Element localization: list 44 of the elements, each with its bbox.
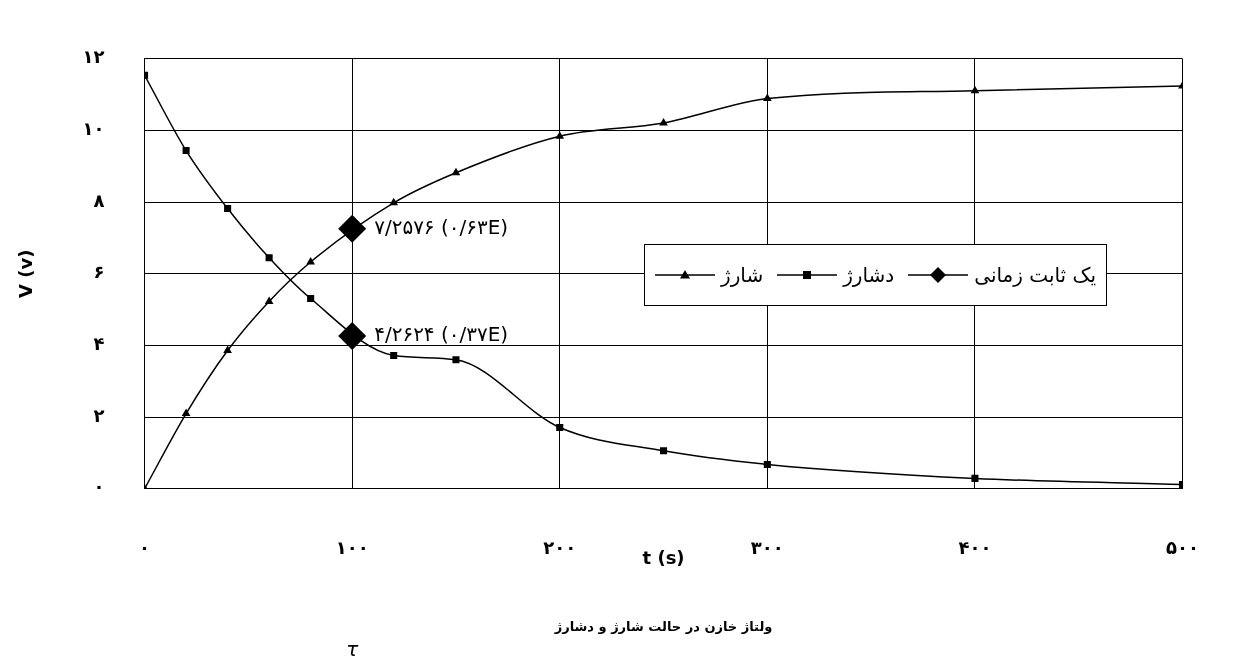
x-tick-label: ۰: [139, 537, 151, 559]
point: [971, 474, 979, 482]
y-tick-label: ۴: [93, 333, 105, 355]
point: [264, 296, 274, 304]
legend-label: یک ثابت زمانی: [974, 263, 1096, 287]
point: [224, 205, 232, 213]
point: [659, 117, 668, 126]
y-tick-label: ۶: [93, 261, 105, 283]
x-tick-label: ۳۰۰: [750, 537, 784, 559]
y-tick-label: ۲: [93, 404, 105, 426]
data-label: ۴/۲۶۲۴ (۰/۳۷E): [374, 322, 509, 347]
text: ولتاژ خازن در حالت شارژ و دشارژ: [553, 619, 773, 635]
point: [556, 423, 564, 432]
data-label: ۷/۲۵۷۶ (۰/۶۳E): [374, 214, 509, 239]
y-axis-title: V (v): [15, 249, 37, 298]
point: [181, 408, 191, 417]
point: [182, 147, 190, 155]
point: [223, 345, 232, 353]
x-tick-label: ۲۰۰: [543, 537, 577, 559]
point: [338, 214, 367, 243]
point: [390, 351, 398, 360]
point: [389, 197, 399, 206]
point: [307, 294, 315, 303]
x-axis-title: t (s): [642, 546, 685, 568]
legend-label: شارژ: [721, 263, 764, 287]
y-tick-label: ۸: [93, 189, 105, 211]
x-tick-label: ۱۰۰: [335, 537, 369, 559]
point: [338, 322, 367, 351]
legend-label: دشارژ: [843, 263, 895, 287]
y-tick-label: ۱۰: [82, 118, 105, 140]
point: [555, 131, 565, 139]
point: [452, 356, 460, 364]
y-tick-label: ۱۲: [82, 46, 105, 68]
point: [451, 167, 461, 176]
x-tick-label: ۴۰۰: [958, 537, 992, 559]
x-tick-label: ۵۰۰: [1166, 537, 1199, 559]
point: [970, 85, 980, 94]
point: [763, 460, 771, 468]
point: [660, 447, 668, 455]
text: τ: [346, 637, 360, 662]
point: [763, 93, 772, 102]
point: [265, 254, 273, 262]
point: [306, 256, 315, 265]
y-tick-label: ۰: [93, 476, 105, 498]
